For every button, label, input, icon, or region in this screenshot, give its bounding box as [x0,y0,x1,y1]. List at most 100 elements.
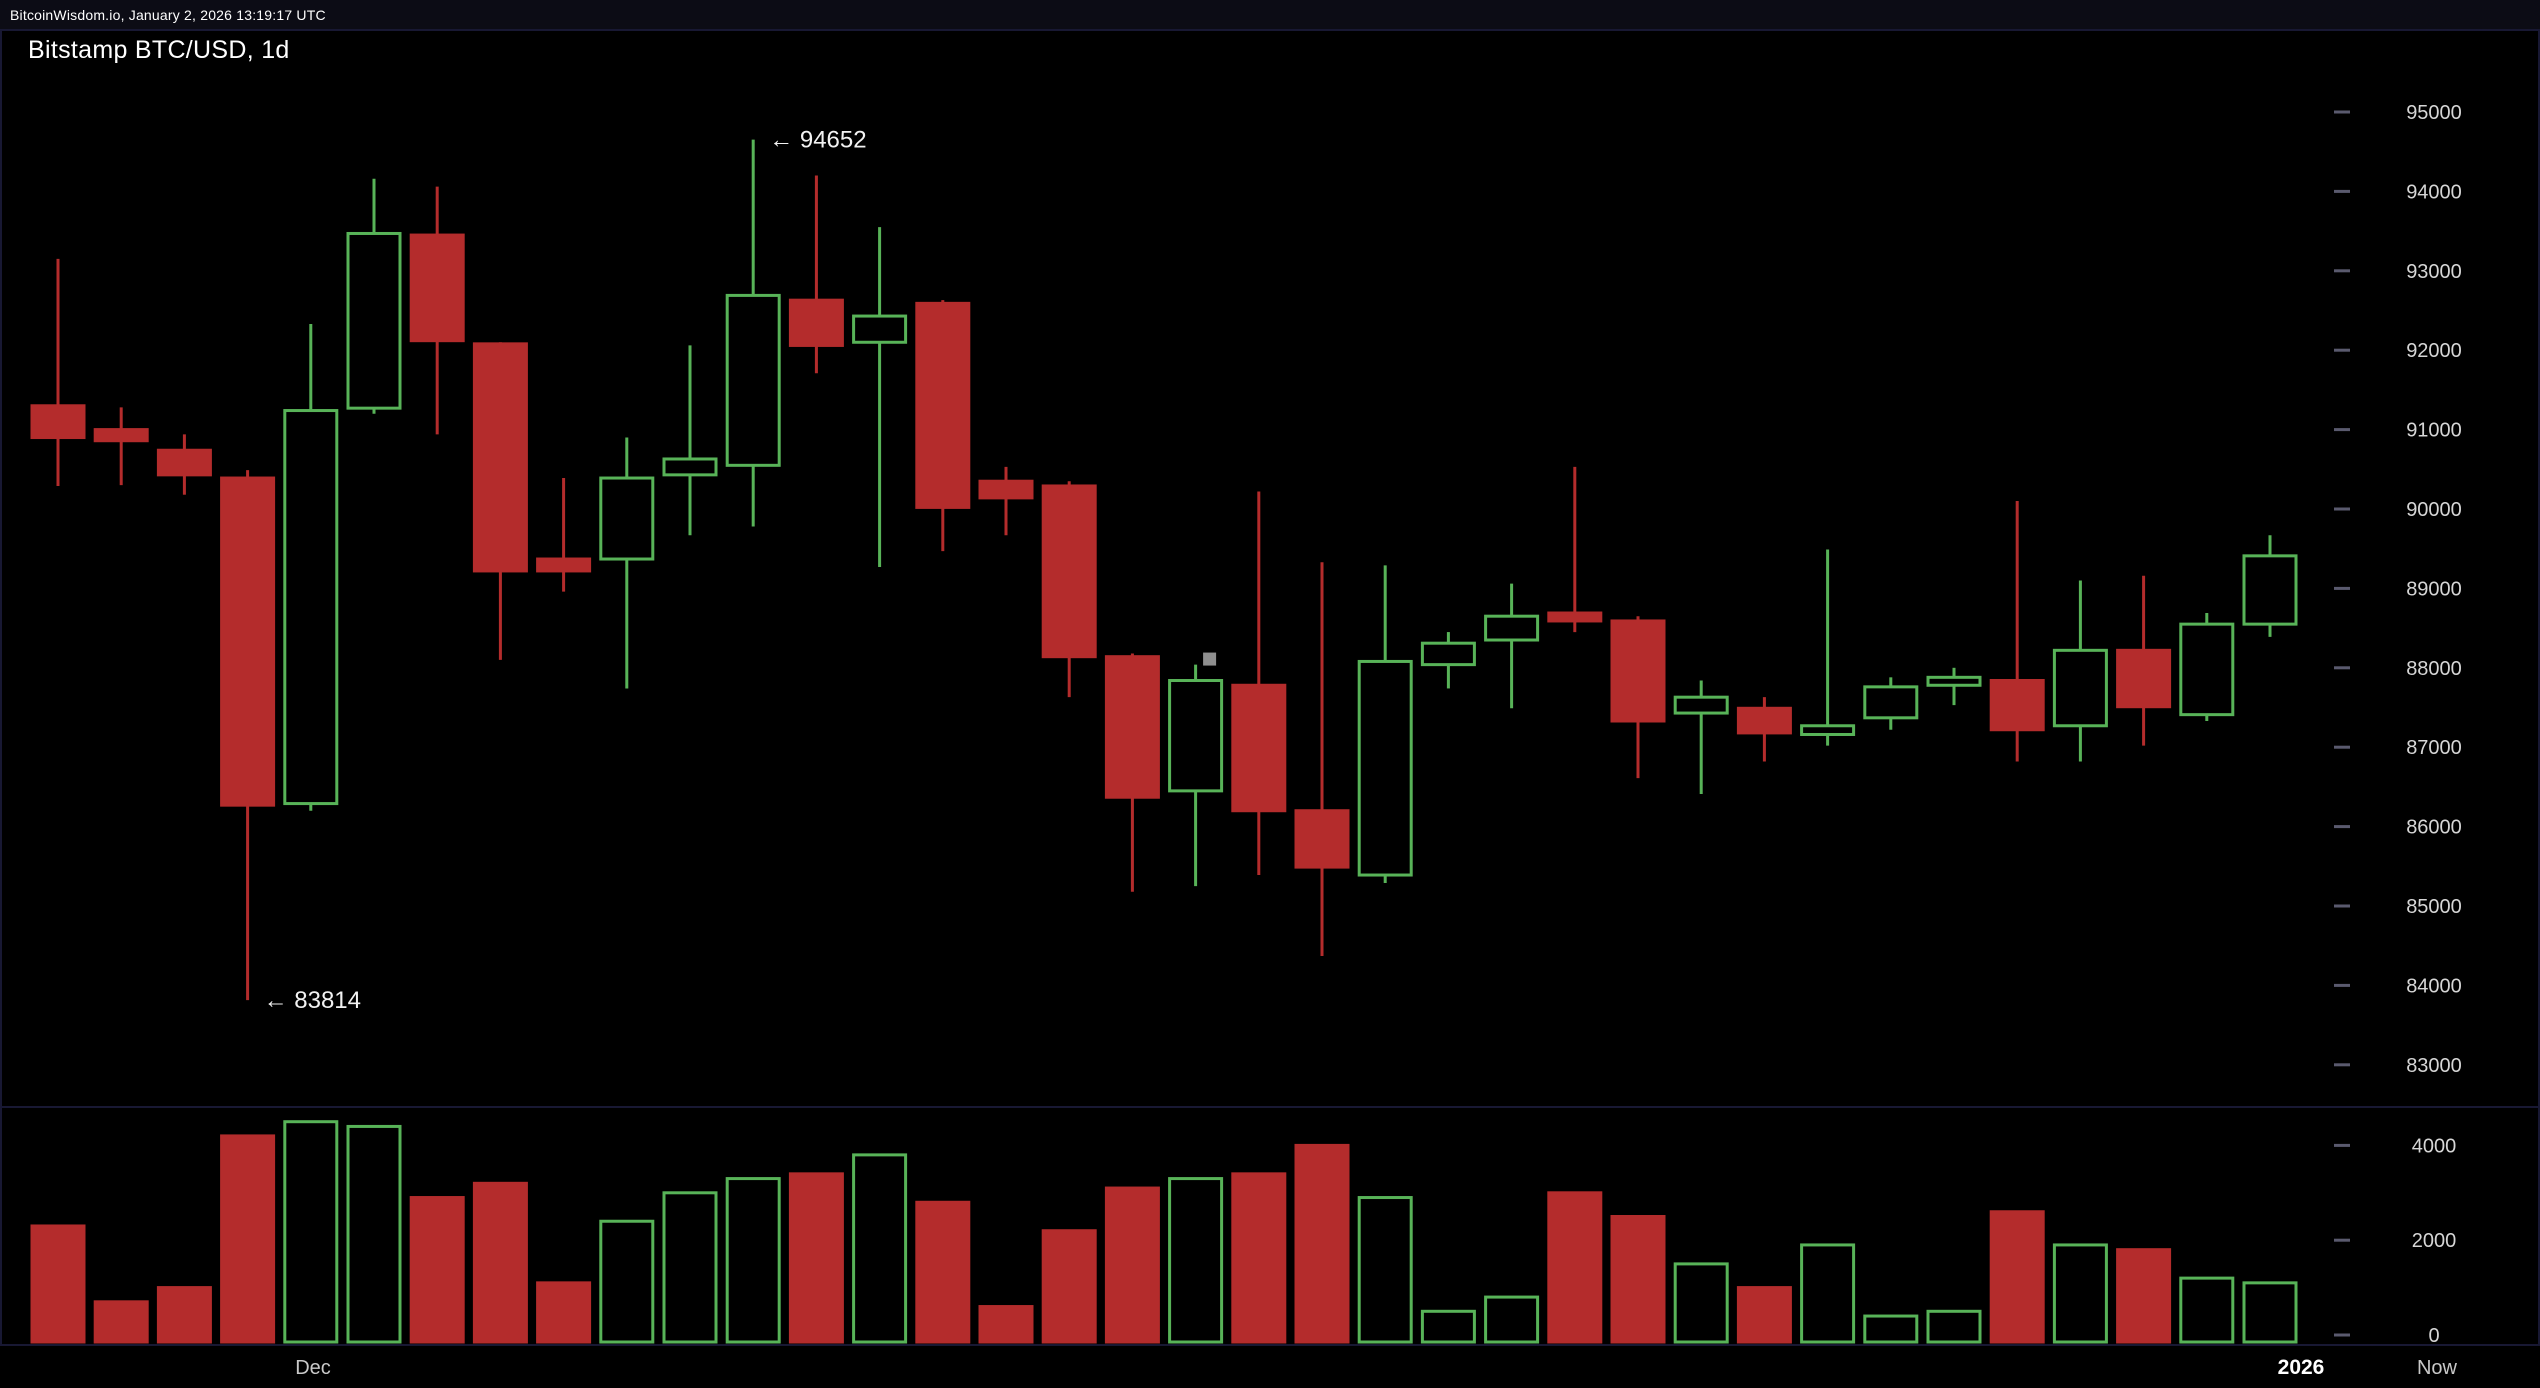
candle-body[interactable] [1610,619,1666,723]
volume-bar[interactable] [93,1300,149,1344]
volume-tick-label: 2000 [2412,1230,2457,1252]
candle-body[interactable] [2242,554,2298,626]
candle-body[interactable] [1547,611,1603,623]
volume-tick-label: 0 [2428,1325,2439,1347]
price-tick-dash [2334,825,2350,829]
volume-bar[interactable] [662,1191,718,1344]
candle-body[interactable] [283,409,339,806]
price-tick-dash [2334,983,2350,987]
volume-bar[interactable] [1610,1215,1666,1344]
candle-body[interactable] [1420,641,1476,667]
price-tick-label: 93000 [2406,261,2462,283]
volume-bar[interactable] [536,1281,592,1344]
candle-body[interactable] [156,448,212,477]
candle-body[interactable] [1104,655,1160,799]
volume-bar[interactable] [2242,1281,2298,1344]
candle-body[interactable] [1863,685,1919,720]
volume-bar[interactable] [30,1224,86,1344]
volume-bar[interactable] [1041,1229,1097,1344]
candle-body[interactable] [2052,648,2108,728]
volume-bar[interactable] [409,1196,465,1344]
price-tick-label: 84000 [2406,975,2462,997]
volume-bar[interactable] [788,1172,844,1344]
candle-body[interactable] [1231,683,1287,813]
candle-body[interactable] [788,298,844,347]
candle-body[interactable] [662,457,718,477]
candle-body[interactable] [725,293,781,467]
candle-body[interactable] [346,231,402,410]
volume-bar[interactable] [599,1219,655,1344]
candle-body[interactable] [220,476,276,807]
price-tick-label: 85000 [2406,896,2462,918]
x-axis-label: 2026 [2278,1356,2325,1379]
price-tick-dash [2334,1063,2350,1067]
candle-body[interactable] [1041,484,1097,659]
price-tick-dash [2334,189,2350,193]
candle-body[interactable] [915,301,971,509]
volume-bar[interactable] [2116,1248,2172,1344]
candle-body[interactable] [472,342,528,573]
candle-body[interactable] [1357,659,1413,877]
volume-bar[interactable] [1863,1314,1919,1344]
candle-body[interactable] [978,479,1034,500]
x-axis-label: Dec [295,1357,331,1379]
price-tick-label: 88000 [2406,658,2462,680]
candle-body[interactable] [852,314,908,344]
candle-body[interactable] [599,476,655,561]
volume-bar[interactable] [2179,1276,2235,1344]
price-tick-label: 89000 [2406,578,2462,600]
price-tick-dash [2334,110,2350,114]
volume-bar[interactable] [346,1124,402,1344]
candle-body[interactable] [1484,614,1540,642]
volume-bar[interactable] [2052,1243,2108,1344]
price-tick-label: 90000 [2406,499,2462,521]
price-annotation: ← 83814 [264,987,361,1014]
volume-bar[interactable] [1168,1177,1224,1344]
candle-body[interactable] [1989,679,2045,732]
candle-body[interactable] [536,557,592,573]
candle-body[interactable] [93,428,149,443]
price-tick-dash [2334,666,2350,670]
volume-bar[interactable] [1357,1196,1413,1344]
volume-bar[interactable] [283,1120,339,1344]
price-annotation: ← 94652 [769,127,866,154]
volume-bar[interactable] [1800,1243,1856,1344]
volume-bar[interactable] [852,1153,908,1344]
volume-bar[interactable] [156,1286,212,1344]
volume-tick-dash [2334,1333,2350,1337]
x-axis-label: Now [2417,1357,2458,1379]
volume-bar[interactable] [472,1181,528,1344]
volume-bar[interactable] [1104,1186,1160,1344]
volume-bar[interactable] [978,1305,1034,1344]
volume-bar[interactable] [725,1177,781,1344]
volume-bar[interactable] [1673,1262,1729,1344]
volume-bar[interactable] [220,1134,276,1344]
topbar-clock-text: BitcoinWisdom.io, January 2, 2026 13:19:… [10,6,326,23]
volume-bar[interactable] [1231,1172,1287,1344]
price-tick-label: 83000 [2406,1055,2462,1077]
volume-bar[interactable] [915,1200,971,1344]
candle-body[interactable] [30,404,86,440]
candle-body[interactable] [2116,648,2172,709]
candle-body[interactable] [1926,675,1982,687]
volume-bar[interactable] [1989,1210,2045,1344]
volume-bar[interactable] [1736,1286,1792,1344]
candle-body[interactable] [1168,679,1224,793]
volume-bar[interactable] [1926,1309,1982,1344]
volume-bar[interactable] [1294,1143,1350,1344]
price-tick-label: 91000 [2406,420,2462,442]
volume-bar[interactable] [1420,1309,1476,1344]
candle-body[interactable] [1736,706,1792,735]
candle-body[interactable] [1294,809,1350,869]
candle-body[interactable] [1673,695,1729,715]
candle-body[interactable] [1800,724,1856,736]
volume-bar[interactable] [1547,1191,1603,1344]
volume-bar[interactable] [1484,1295,1540,1344]
price-tick-label: 95000 [2406,102,2462,124]
candle-body[interactable] [409,233,465,343]
price-tick-dash [2334,904,2350,908]
price-tick-dash [2334,348,2350,352]
volume-tick-dash [2334,1143,2350,1147]
candle-body[interactable] [2179,622,2235,717]
